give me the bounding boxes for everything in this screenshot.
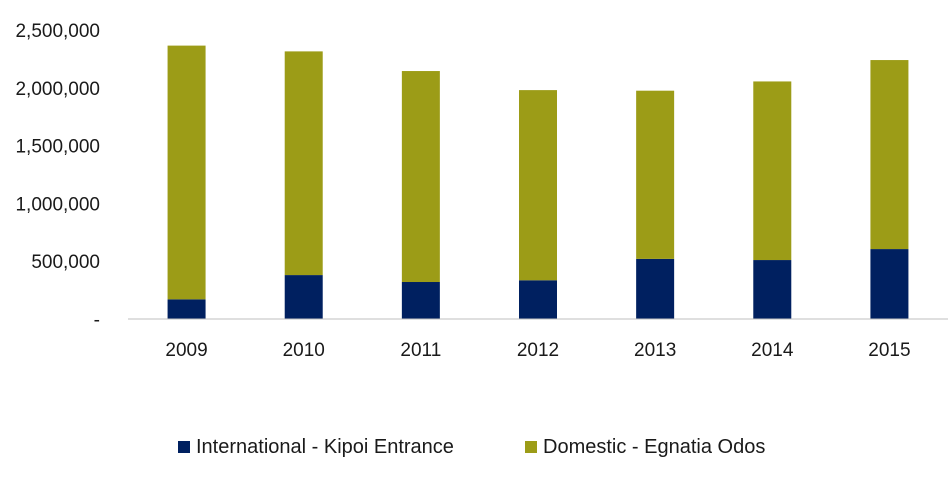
x-tick-label: 2014 (751, 340, 794, 361)
x-tick-label: 2013 (634, 340, 676, 361)
y-axis: - 500,000 1,000,000 1,500,000 2,000,000 2,500… (15, 21, 100, 331)
bar-domestic-2009 (167, 45, 206, 300)
bar-domestic-2015 (870, 60, 909, 250)
bar-domestic-2014 (753, 81, 792, 261)
bars (167, 45, 909, 319)
x-tick-label: 2015 (868, 340, 910, 361)
legend-label-domestic: Domestic - Egnatia Odos (543, 436, 765, 458)
bar-international-2012 (519, 280, 557, 319)
x-tick-label: 2009 (165, 340, 207, 361)
bar-international-2013 (636, 258, 675, 319)
legend-swatch-international (178, 441, 190, 453)
bar-international-2009 (167, 299, 206, 319)
bar-international-2015 (870, 249, 909, 319)
x-tick-label: 2011 (400, 340, 441, 361)
y-tick-label: 500,000 (31, 252, 100, 273)
x-tick-label: 2012 (517, 340, 559, 361)
bar-domestic-2012 (519, 90, 557, 281)
y-tick-label: 2,500,000 (15, 21, 100, 42)
y-tick-label: 1,500,000 (15, 137, 100, 158)
x-axis: 2009 2010 2011 2012 2013 2014 2015 (128, 318, 948, 361)
bar-domestic-2011 (401, 71, 440, 283)
legend: International - Kipoi Entrance Domestic -… (178, 436, 765, 458)
x-tick-label: 2010 (283, 340, 325, 361)
bar-international-2010 (284, 275, 323, 319)
y-tick-label: 2,000,000 (15, 79, 100, 100)
y-tick-label: - (94, 310, 100, 331)
bar-domestic-2013 (636, 90, 675, 259)
y-tick-label: 1,000,000 (15, 194, 100, 215)
bar-international-2014 (753, 260, 792, 319)
legend-label-international: International - Kipoi Entrance (196, 436, 454, 458)
bar-domestic-2010 (284, 51, 323, 276)
bar-international-2011 (401, 282, 440, 319)
legend-swatch-domestic (525, 441, 537, 453)
